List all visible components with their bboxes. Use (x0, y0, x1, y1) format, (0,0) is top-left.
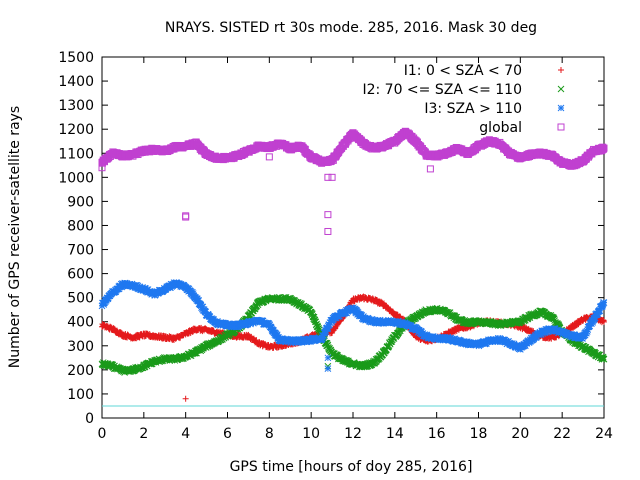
y-tick-label: 500 (67, 291, 94, 307)
y-tick-label: 1400 (58, 74, 94, 90)
axis-ticks: 0 2 4 6 8 10 12 14 16 18 20 22 240100200300400500600… (58, 50, 613, 442)
outlier-point-i3 (324, 354, 332, 362)
series-layer (98, 127, 608, 402)
y-tick-label: 600 (67, 267, 94, 283)
y-tick-label: 1100 (58, 146, 94, 162)
y-tick-label: 800 (67, 218, 94, 234)
y-tick-label: 1200 (58, 122, 94, 138)
outlier-point-global (324, 211, 332, 219)
x-tick-label: 20 (511, 426, 529, 442)
legend-marker (557, 123, 565, 131)
x-tick-label: 24 (595, 426, 613, 442)
legend: I1: 0 < SZA < 70 I2: 70 <= SZA <= 110 I3: … (362, 63, 565, 136)
outlier-point-global (426, 165, 434, 173)
x-tick-label: 22 (553, 426, 571, 442)
y-tick-label: 1500 (58, 50, 94, 66)
legend-label: I1: 0 < SZA < 70 (404, 63, 522, 79)
x-tick-label: 10 (302, 426, 320, 442)
x-tick-label: 2 (139, 426, 148, 442)
chart-title: NRAYS. SISTED rt 30s mode. 285, 2016. Ma… (165, 20, 537, 36)
y-tick-label: 200 (67, 363, 94, 379)
y-tick-label: 700 (67, 243, 94, 259)
x-tick-label: 14 (386, 426, 404, 442)
series-4 (98, 127, 608, 235)
legend-label: global (479, 120, 522, 136)
outlier-point-global (324, 173, 332, 181)
outlier-point-i1 (182, 395, 189, 402)
data-point-i3 (600, 299, 608, 307)
y-tick-label: 1300 (58, 98, 94, 114)
x-tick-label: 4 (181, 426, 190, 442)
legend-label: I3: SZA > 110 (424, 101, 522, 117)
legend-marker (557, 85, 565, 93)
outlier-point-i3 (324, 365, 332, 373)
legend-label: I2: 70 <= SZA <= 110 (362, 82, 522, 98)
legend-marker (558, 67, 564, 73)
x-tick-label: 0 (98, 426, 107, 442)
y-tick-label: 100 (67, 387, 94, 403)
legend-marker (557, 104, 565, 112)
x-axis-label: GPS time [hours of doy 285, 2016] (230, 459, 473, 475)
x-tick-label: 6 (223, 426, 232, 442)
y-tick-label: 1000 (58, 170, 94, 186)
y-axis-label: Number of GPS receiver-satellite rays (7, 106, 23, 368)
x-tick-label: 12 (344, 426, 362, 442)
x-tick-label: 18 (470, 426, 488, 442)
y-tick-label: 0 (85, 411, 94, 427)
x-tick-label: 8 (265, 426, 274, 442)
y-tick-label: 400 (67, 315, 94, 331)
outlier-point-global (324, 227, 332, 235)
outlier-point-global (328, 173, 336, 181)
x-tick-label: 16 (428, 426, 446, 442)
y-tick-label: 900 (67, 194, 94, 210)
outlier-point-global (265, 153, 273, 161)
y-tick-label: 300 (67, 339, 94, 355)
